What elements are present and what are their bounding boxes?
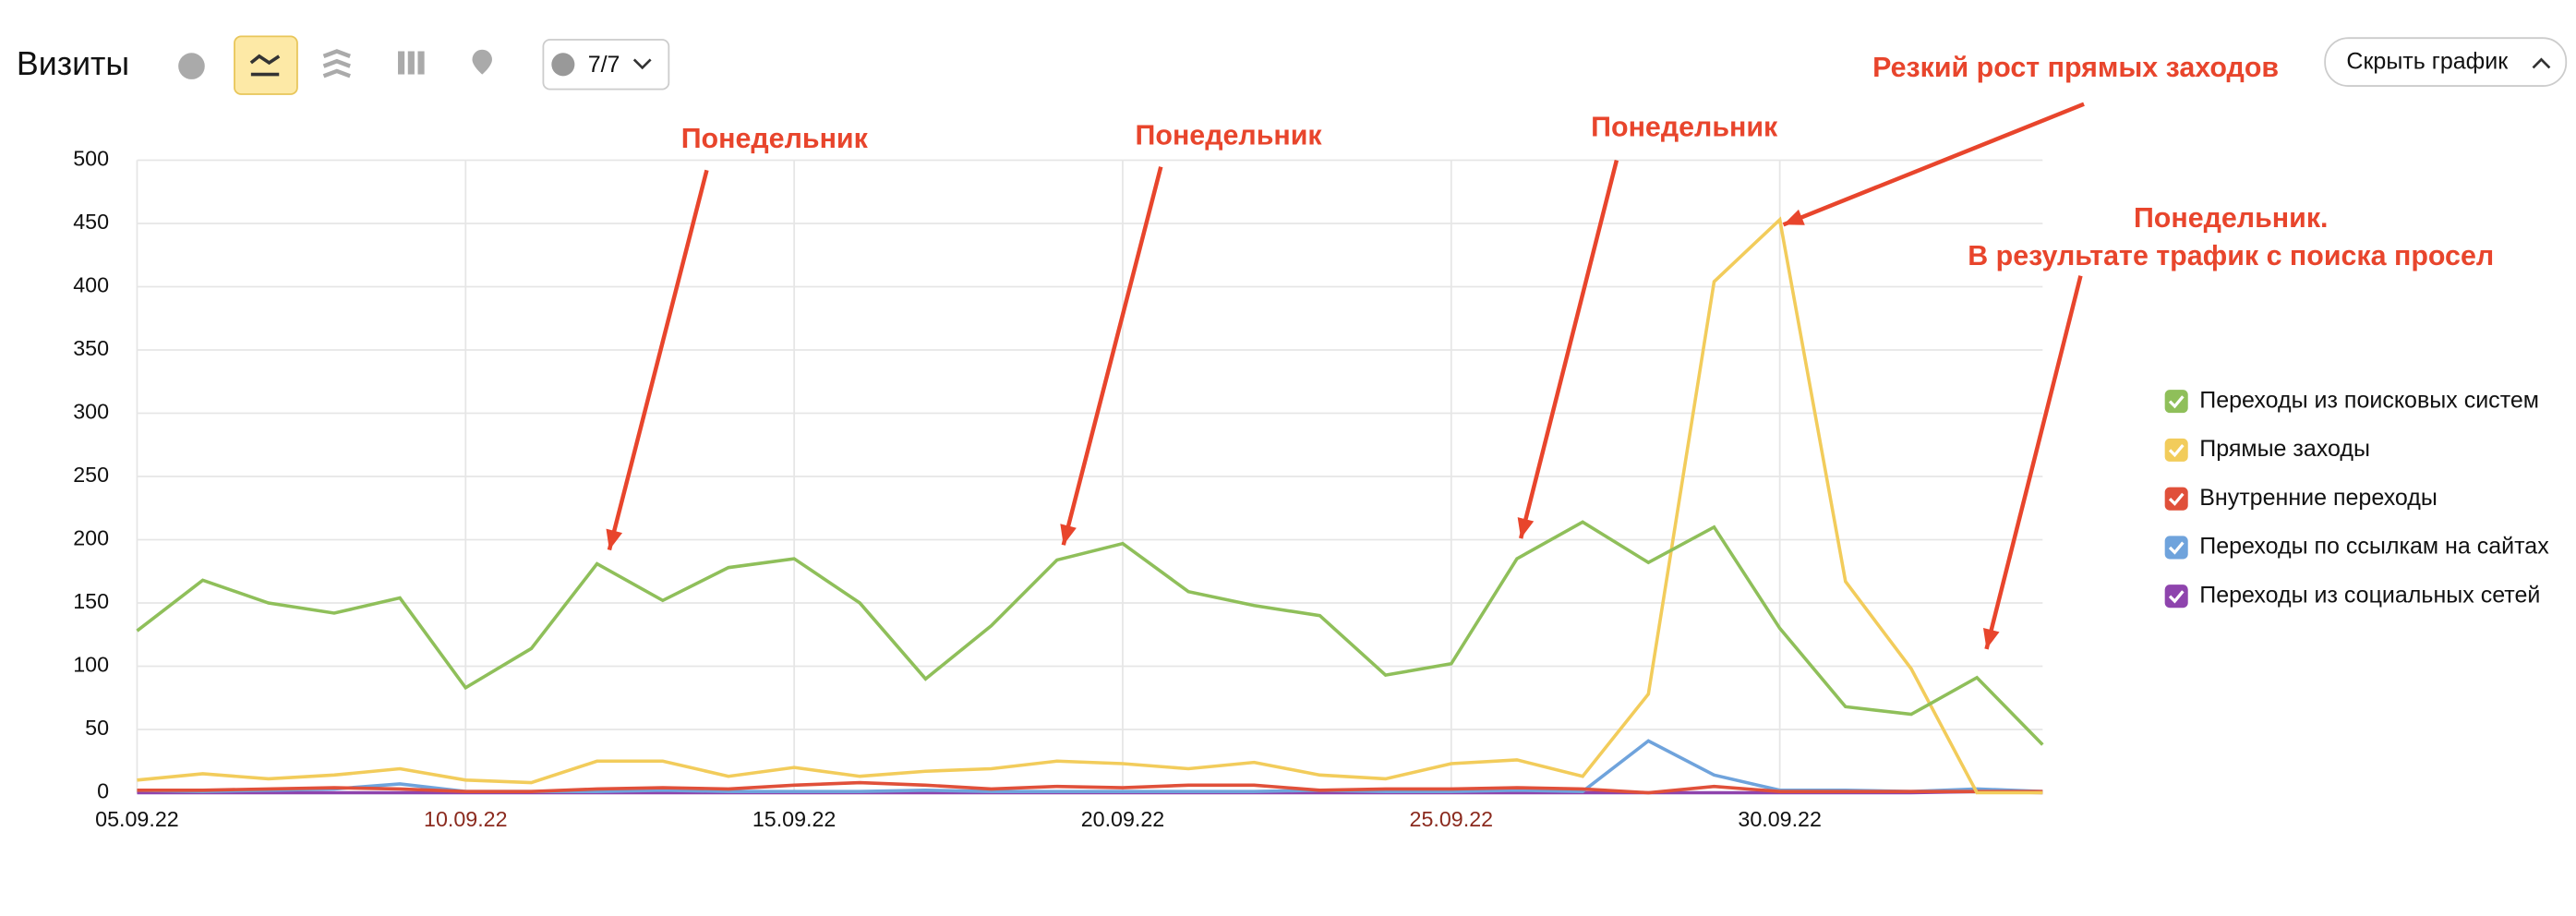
arrow-head	[1060, 524, 1077, 546]
y-tick-label: 200	[73, 526, 109, 550]
series-line	[137, 216, 2043, 795]
counter: 7/7	[588, 52, 620, 78]
annotation-arrow	[1984, 275, 2083, 650]
check	[2168, 590, 2185, 604]
series-line	[137, 739, 2043, 793]
annotation: Понедельник.	[2134, 202, 2329, 234]
line-icon	[249, 54, 281, 77]
legend-label: Прямые заходы	[2199, 436, 2370, 462]
series-line	[136, 520, 2044, 746]
toolbar: 7/7 Скрыть график	[178, 35, 2568, 95]
check	[2168, 541, 2185, 555]
hide-chart-button[interactable]	[2324, 37, 2568, 87]
annotation-arrow	[607, 169, 709, 551]
arrow-head	[606, 528, 623, 550]
map-icon[interactable]	[472, 49, 492, 75]
chevron	[632, 58, 652, 70]
check	[2168, 492, 2185, 506]
legend-checkbox[interactable]	[2164, 390, 2188, 414]
check	[2168, 395, 2185, 409]
y-tick-label: 250	[73, 463, 109, 487]
annotation-arrow	[1782, 102, 2085, 227]
annotation: Резкий рост прямых заходов	[1872, 52, 2279, 83]
arrow-head	[1783, 209, 1805, 225]
y-tick-label: 0	[97, 779, 109, 803]
y-tick-label: 100	[73, 653, 109, 677]
area-icon[interactable]	[322, 49, 351, 78]
y-tick-label: 450	[73, 210, 109, 234]
check	[2168, 444, 2185, 458]
legend-label: Переходы по ссылкам на сайтах	[2199, 534, 2549, 560]
legend-checkbox[interactable]	[2164, 585, 2188, 609]
legend-label: Переходы из социальных сетей	[2199, 582, 2540, 608]
arrow-head	[1982, 627, 2000, 649]
y-tick-label: 400	[73, 273, 109, 297]
page-title: Визиты	[17, 45, 129, 82]
legend-checkbox[interactable]	[2164, 438, 2188, 462]
x-tick-label: 10.09.22	[424, 807, 508, 831]
hide-chart-label: Скрыть график	[2346, 49, 2509, 75]
y-tick-label: 500	[73, 147, 109, 171]
pie-icon[interactable]	[178, 53, 205, 79]
comment-icon	[551, 53, 575, 77]
annotations-button[interactable]	[542, 39, 670, 90]
annotation-arrow	[1519, 159, 1619, 539]
x-tick-label: 05.09.22	[95, 807, 179, 831]
annotation: Понедельник	[1136, 120, 1323, 151]
legend-label: Переходы из поисковых систем	[2199, 387, 2539, 413]
legend-checkbox[interactable]	[2164, 487, 2188, 511]
annotation: Понедельник	[681, 123, 869, 154]
annotation: Понедельник	[1591, 112, 1778, 143]
x-tick-label: 15.09.22	[752, 807, 837, 831]
x-tick-label: 20.09.22	[1081, 807, 1165, 831]
arrow-head	[1517, 517, 1535, 539]
legend-checkbox[interactable]	[2164, 536, 2188, 560]
x-tick-label: 30.09.22	[1738, 807, 1822, 831]
y-tick-label: 300	[73, 400, 109, 424]
y-tick-label: 50	[85, 716, 109, 740]
annotation-arrow	[1061, 166, 1163, 546]
line-button[interactable]	[234, 35, 298, 95]
chevron-up	[2532, 57, 2551, 69]
annotation: В результате трафик с поиска просел	[1968, 240, 2494, 271]
y-tick-label: 350	[73, 336, 109, 360]
x-tick-label: 25.09.22	[1410, 807, 1494, 831]
y-tick-label: 150	[73, 589, 109, 613]
legend-label: Внутренние переходы	[2199, 485, 2438, 511]
bar-icon[interactable]	[398, 51, 405, 75]
series-line	[137, 780, 2043, 795]
